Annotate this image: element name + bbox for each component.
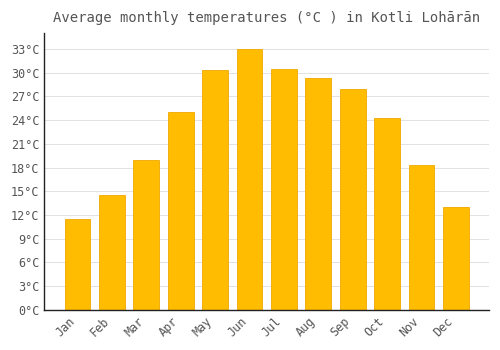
Bar	[134, 160, 159, 310]
Bar	[99, 195, 125, 310]
Bar	[408, 165, 434, 310]
Bar	[168, 112, 194, 310]
Bar	[271, 69, 297, 310]
Bar	[374, 118, 400, 310]
Bar	[443, 207, 468, 310]
Bar	[340, 89, 365, 310]
Bar	[202, 70, 228, 310]
Bar	[236, 49, 262, 310]
Title: Average monthly temperatures (°C ) in Kotli Lohārān: Average monthly temperatures (°C ) in Ko…	[53, 11, 480, 25]
Bar	[306, 78, 331, 310]
Bar	[64, 219, 90, 310]
